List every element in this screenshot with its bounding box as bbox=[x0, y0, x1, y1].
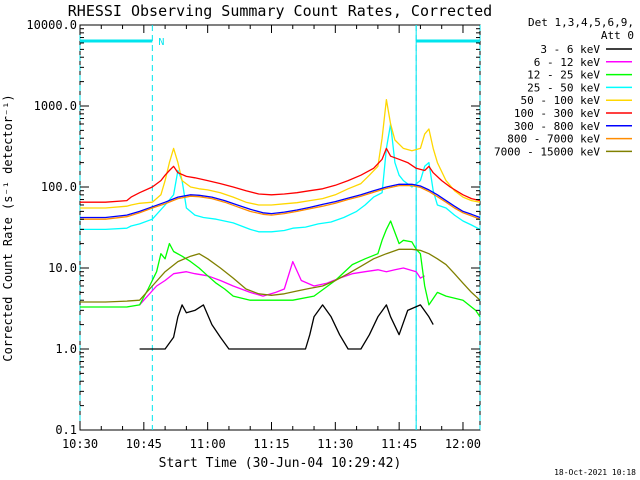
legend-label: 6 - 12 keV bbox=[534, 56, 601, 69]
plot-area: N 0.1 1.0 10.0 100.0 1000.0 10000.0 10:30 10:4… bbox=[26, 18, 481, 451]
y-tick-label: 1.0 bbox=[55, 342, 77, 356]
y-tick-label: 1000.0 bbox=[34, 99, 77, 113]
legend-label: 12 - 25 keV bbox=[527, 69, 600, 82]
y-tick-label: 0.1 bbox=[55, 423, 77, 437]
legend-label: 100 - 300 keV bbox=[514, 107, 600, 120]
legend-label: 800 - 7000 keV bbox=[507, 133, 600, 146]
series-line bbox=[80, 220, 481, 318]
series-lines bbox=[80, 98, 481, 350]
y-tick-label: 10.0 bbox=[48, 261, 77, 275]
x-tick-label: 11:45 bbox=[381, 437, 417, 451]
legend-label: 3 - 6 keV bbox=[540, 43, 600, 56]
legend-header-line-2: Att 0 bbox=[601, 29, 634, 42]
series-line bbox=[80, 123, 481, 233]
series-line bbox=[139, 260, 426, 306]
legend-label: 50 - 100 keV bbox=[521, 94, 601, 107]
series-line bbox=[80, 147, 481, 203]
series-line bbox=[139, 304, 434, 350]
chart-title: RHESSI Observing Summary Count Rates, Co… bbox=[68, 2, 492, 20]
legend-label: 25 - 50 keV bbox=[527, 81, 600, 94]
generated-timestamp: 18-Oct-2021 10:18 bbox=[554, 468, 636, 477]
x-tick-label: 11:00 bbox=[190, 437, 226, 451]
y-axis-ticks: 0.1 1.0 10.0 100.0 1000.0 10000.0 bbox=[26, 18, 480, 437]
x-tick-label: 11:30 bbox=[317, 437, 353, 451]
y-axis-label: Corrected Count Rate (s⁻¹ detector⁻¹) bbox=[1, 94, 15, 361]
x-tick-label: 10:30 bbox=[62, 437, 98, 451]
legend-header-line-1: Det 1,3,4,5,6,9, bbox=[528, 16, 634, 29]
overlay-marks: N bbox=[79, 25, 481, 430]
x-axis-ticks: 10:30 10:45 11:00 11:15 11:30 11:45 12:00 bbox=[62, 25, 481, 451]
y-tick-label: 100.0 bbox=[41, 180, 77, 194]
legend-label: 7000 - 15000 keV bbox=[494, 145, 600, 158]
x-axis-label: Start Time (30-Jun-04 10:29:42) bbox=[159, 456, 402, 471]
night-bar-label: N bbox=[158, 37, 164, 48]
y-tick-label: 10000.0 bbox=[26, 18, 77, 32]
series-line bbox=[80, 183, 481, 219]
legend-label: 300 - 800 keV bbox=[514, 120, 600, 133]
plot-frame bbox=[79, 24, 481, 431]
series-line bbox=[80, 248, 481, 303]
x-tick-label: 11:15 bbox=[253, 437, 289, 451]
series-line bbox=[80, 98, 481, 209]
series-line bbox=[80, 184, 481, 220]
x-tick-label: 12:00 bbox=[445, 437, 481, 451]
x-tick-label: 10:45 bbox=[126, 437, 162, 451]
